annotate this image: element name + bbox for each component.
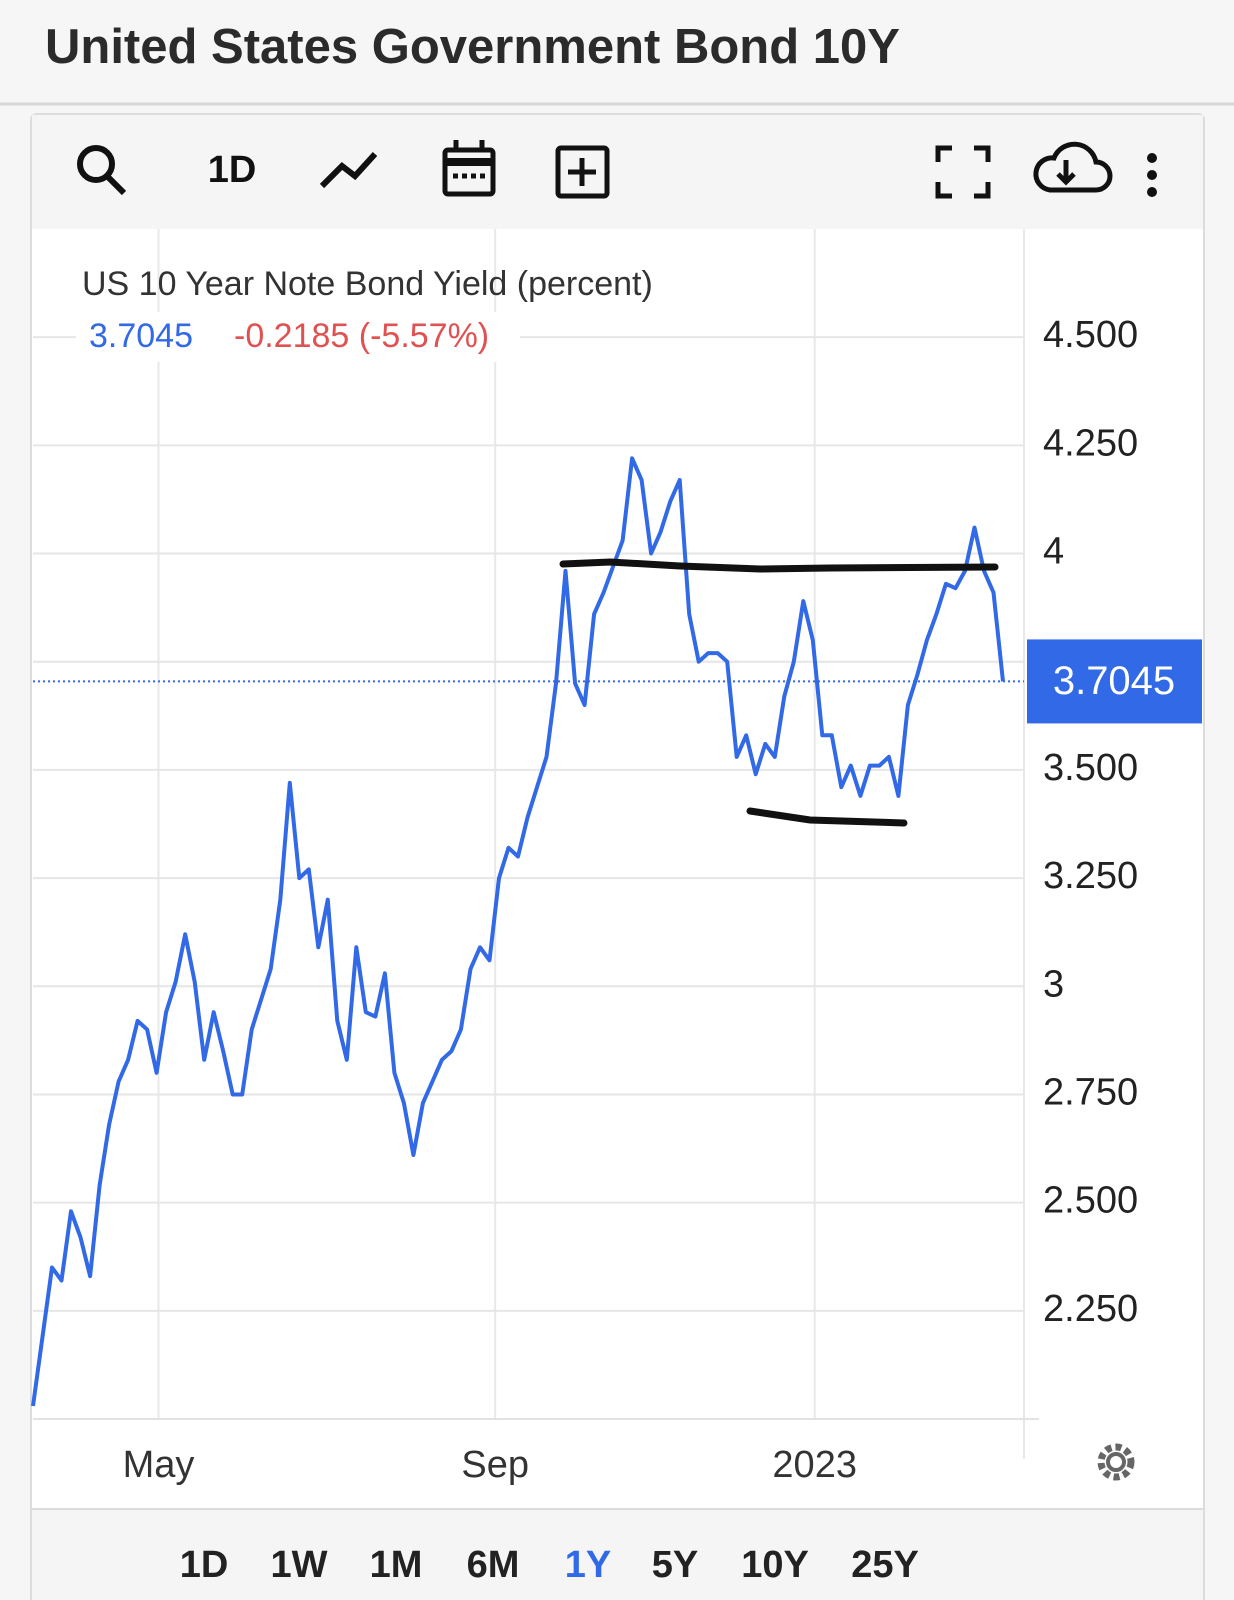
change: -0.2185 (-5.57%): [234, 317, 489, 355]
y-tick-label: 2.250: [1043, 1288, 1138, 1330]
y-tick-label: 3.500: [1043, 747, 1138, 789]
range-button[interactable]: 6M: [467, 1544, 520, 1586]
range-button[interactable]: 10Y: [741, 1544, 809, 1586]
more-icon[interactable]: [1147, 153, 1157, 197]
y-tick-label: 4.500: [1043, 314, 1138, 356]
chart-title: US 10 Year Note Bond Yield (percent): [82, 265, 653, 303]
y-tick-label: 3: [1043, 963, 1064, 1005]
y-tick-label: 3.250: [1043, 855, 1138, 897]
search-icon[interactable]: [77, 145, 127, 196]
yield-line: [31, 456, 1005, 1407]
header-bg: [0, 0, 1234, 104]
fullscreen-icon[interactable]: [935, 145, 991, 199]
price-tag-label: 3.7045: [1053, 659, 1175, 703]
x-tick-label: Sep: [461, 1444, 529, 1486]
x-tick-label: May: [123, 1444, 195, 1486]
price-tag: [1027, 639, 1202, 724]
add-indicator-icon[interactable]: [555, 145, 610, 199]
y-tick-label: 2.750: [1043, 1071, 1138, 1113]
page-title: United States Government Bond 10Y: [45, 20, 900, 74]
title-bg: [76, 312, 520, 362]
range-bar: [32, 1509, 1203, 1600]
card: [30, 113, 1205, 1600]
range-button[interactable]: 1M: [370, 1544, 423, 1586]
chart-type-icon[interactable]: [319, 151, 378, 189]
y-tick-label: 2.500: [1043, 1180, 1138, 1222]
range-selector: 1D 1W 1M 6M 1Y 5Y 10Y 25Y: [180, 1544, 919, 1586]
interval-button[interactable]: 1D: [208, 149, 257, 191]
plot: MaySep20232.2502.5002.75033.2503.5003.75…: [31, 229, 1202, 1486]
calendar-icon[interactable]: [442, 140, 496, 197]
drawn-resistance: [559, 558, 999, 573]
range-button[interactable]: 1D: [180, 1544, 229, 1586]
range-button[interactable]: 1Y: [565, 1544, 611, 1586]
x-tick-label: 2023: [772, 1444, 857, 1486]
settings-icon[interactable]: [1097, 1443, 1135, 1481]
range-button[interactable]: 1W: [271, 1544, 328, 1586]
last-value: 3.7045: [89, 317, 193, 355]
drawn-support: [746, 807, 908, 827]
range-button[interactable]: 5Y: [652, 1544, 698, 1586]
toolbar: [32, 115, 1203, 229]
y-tick-label: 4.250: [1043, 422, 1138, 464]
download-icon[interactable]: [1033, 141, 1113, 193]
y-tick-label: 4: [1043, 531, 1064, 573]
range-button[interactable]: 25Y: [851, 1544, 919, 1586]
